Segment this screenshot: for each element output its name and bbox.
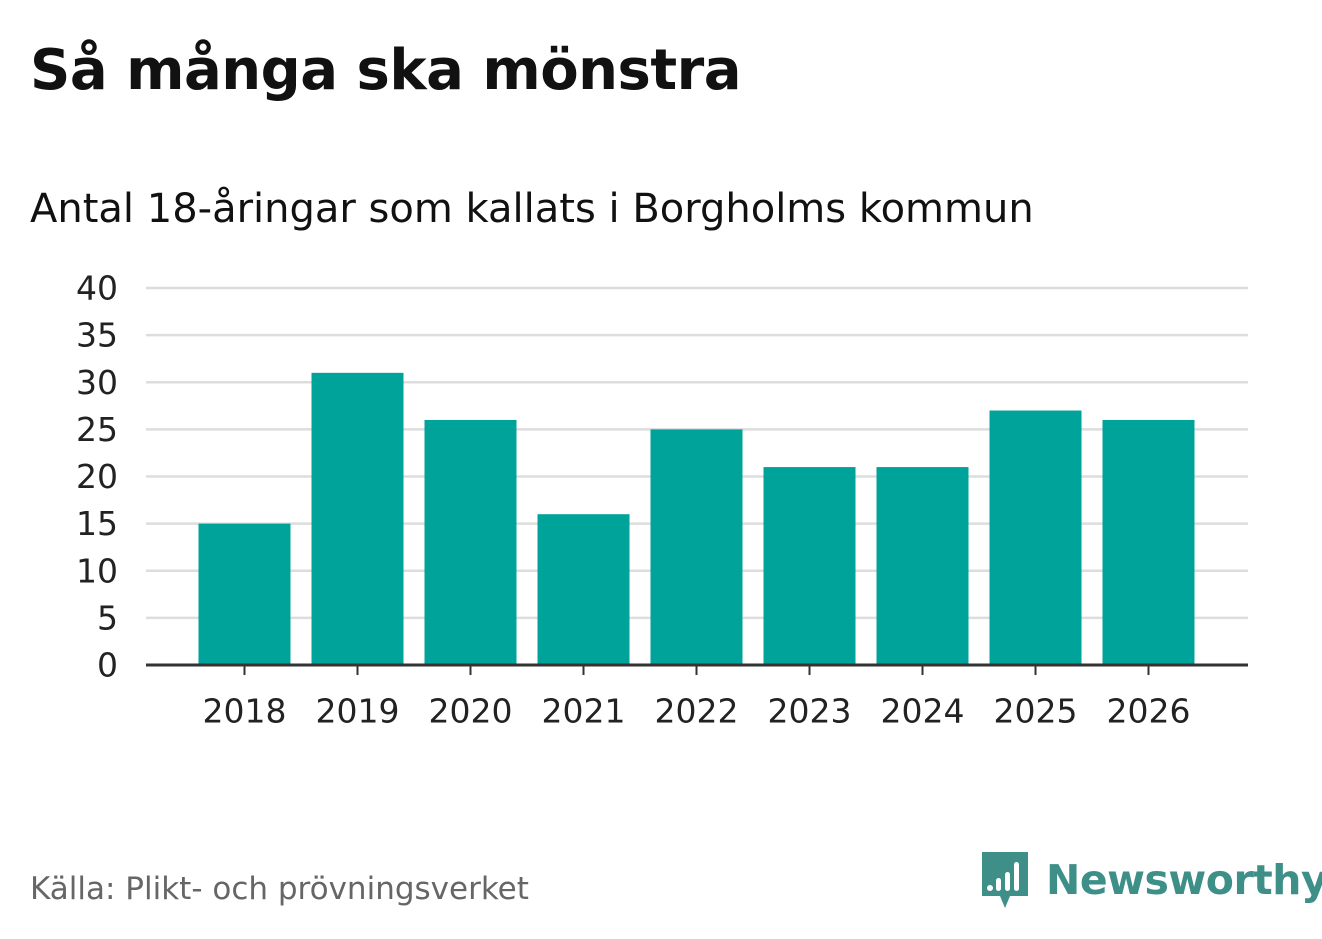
x-tick-label: 2026: [1107, 692, 1191, 731]
x-tick-label: 2019: [316, 692, 400, 731]
axes: [146, 663, 1248, 675]
x-tick-label: 2021: [542, 692, 626, 731]
x-tick-label: 2018: [203, 692, 287, 731]
newsworthy-chart-icon: [982, 852, 1028, 908]
y-tick-label: 15: [76, 504, 118, 543]
x-tick-label: 2023: [768, 692, 852, 731]
y-tick-label: 20: [76, 457, 118, 496]
y-tick-label: 10: [76, 551, 118, 590]
source-note: Källa: Plikt- och prövningsverket: [30, 871, 529, 907]
bar-2019: [311, 372, 404, 665]
chart-title: Så många ska mönstra: [30, 38, 742, 103]
y-tick-label: 35: [76, 316, 118, 355]
bar-2026: [1102, 419, 1195, 665]
bar-2018: [198, 523, 291, 665]
bar-2023: [763, 467, 856, 665]
y-tick-label: 40: [76, 269, 118, 308]
brand-name: Newsworthy: [1046, 856, 1322, 904]
y-tick-label: 0: [97, 646, 118, 685]
bar-2020: [424, 419, 517, 665]
y-tick-label: 5: [97, 598, 118, 637]
y-tick-label: 25: [76, 410, 118, 449]
bar-2025: [989, 410, 1082, 665]
x-tick-label: 2020: [429, 692, 513, 731]
chart-subtitle: Antal 18-åringar som kallats i Borgholms…: [30, 186, 1034, 232]
y-tick-label: 30: [76, 363, 118, 402]
bar-2022: [650, 429, 743, 665]
newsworthy-logo: Newsworthy: [980, 850, 1322, 910]
bar-2021: [537, 514, 630, 665]
x-tick-label: 2025: [994, 692, 1078, 731]
x-tick-label: 2022: [655, 692, 739, 731]
bars: [198, 372, 1195, 665]
bar-2024: [876, 467, 969, 665]
x-tick-label: 2024: [881, 692, 965, 731]
